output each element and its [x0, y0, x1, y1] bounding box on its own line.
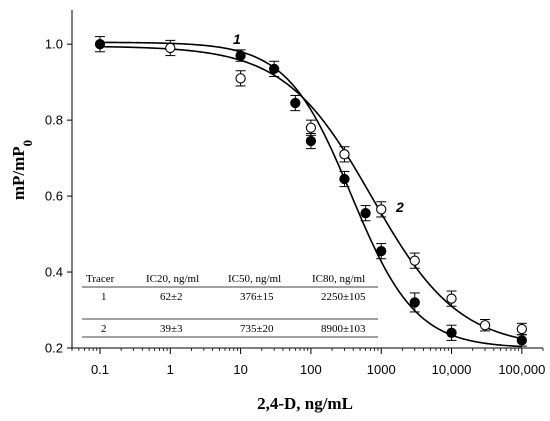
open-point-series-2	[235, 73, 246, 84]
table-cell-ic20-1: 62±2	[160, 291, 183, 303]
x-tick-label: 100,000	[498, 362, 545, 377]
open-point-series-2	[409, 255, 420, 266]
data-points	[94, 36, 527, 347]
filled-point-series-1	[290, 97, 301, 109]
table-header-ic80: IC80, ng/ml	[312, 273, 365, 285]
table-header-ic20: IC20, ng/ml	[146, 273, 199, 285]
open-point-series-2	[376, 204, 387, 215]
open-point-series-2	[305, 122, 317, 133]
y-tick-label: 0.4	[45, 265, 63, 280]
table-cell-ic80-1: 2250±105	[321, 291, 366, 303]
y-tick-label: 0.2	[45, 341, 63, 356]
y-axis-title-subscript: 0	[20, 140, 35, 147]
table-cell-ic80-2: 8900±103	[321, 323, 366, 335]
x-tick-label: 10,000	[432, 362, 472, 377]
open-point-series-2	[516, 323, 527, 335]
table-cell-tracer-2: 2	[101, 323, 107, 335]
x-tick-label: 0.1	[91, 362, 109, 377]
table-cell-ic50-2: 735±20	[240, 323, 274, 335]
table-header-ic50: IC50, ng/ml	[228, 273, 281, 285]
table-cell-ic50-1: 376±15	[240, 291, 274, 303]
x-tick-label: 1000	[367, 362, 396, 377]
filled-point-series-1	[305, 135, 317, 147]
filled-point-series-1	[376, 246, 387, 257]
filled-point-series-1	[446, 327, 457, 338]
curve-label-1: 1	[233, 31, 241, 47]
open-point-series-2	[446, 293, 457, 304]
filled-point-series-1	[235, 50, 246, 61]
open-point-series-2	[339, 149, 350, 160]
y-axis-title: mP/mP0	[9, 140, 35, 200]
y-tick-label: 0.8	[45, 113, 63, 128]
table-cell-tracer-1: 1	[101, 291, 107, 303]
x-ticks: 0.1 1 10 100 1000 10,000 100,000	[71, 348, 545, 377]
y-tick-label: 1.0	[45, 37, 63, 52]
table-cell-ic20-2: 39±3	[160, 323, 183, 335]
filled-point-series-1	[94, 39, 106, 50]
filled-point-series-1	[268, 63, 280, 75]
x-tick-label: 100	[300, 362, 322, 377]
open-point-series-2	[479, 320, 491, 331]
y-axis-title-main: mP/mP	[9, 146, 28, 200]
curve-label-2: 2	[395, 199, 404, 215]
filled-point-series-1	[409, 297, 420, 308]
x-axis-title: 2,4-D, ng/mL	[257, 394, 353, 413]
y-ticks: 1.0 0.8 0.6 0.4 0.2	[45, 37, 72, 356]
filled-point-series-1	[516, 335, 527, 346]
y-tick-label: 0.6	[45, 189, 63, 204]
ic-table: Tracer IC20, ng/ml IC50, ng/ml IC80, ng/…	[82, 273, 378, 338]
x-tick-label: 10	[233, 362, 247, 377]
x-tick-label: 1	[167, 362, 174, 377]
filled-point-series-1	[360, 208, 371, 219]
table-header-tracer: Tracer	[86, 273, 115, 285]
open-point-series-2	[165, 42, 176, 54]
filled-point-series-1	[339, 173, 350, 185]
